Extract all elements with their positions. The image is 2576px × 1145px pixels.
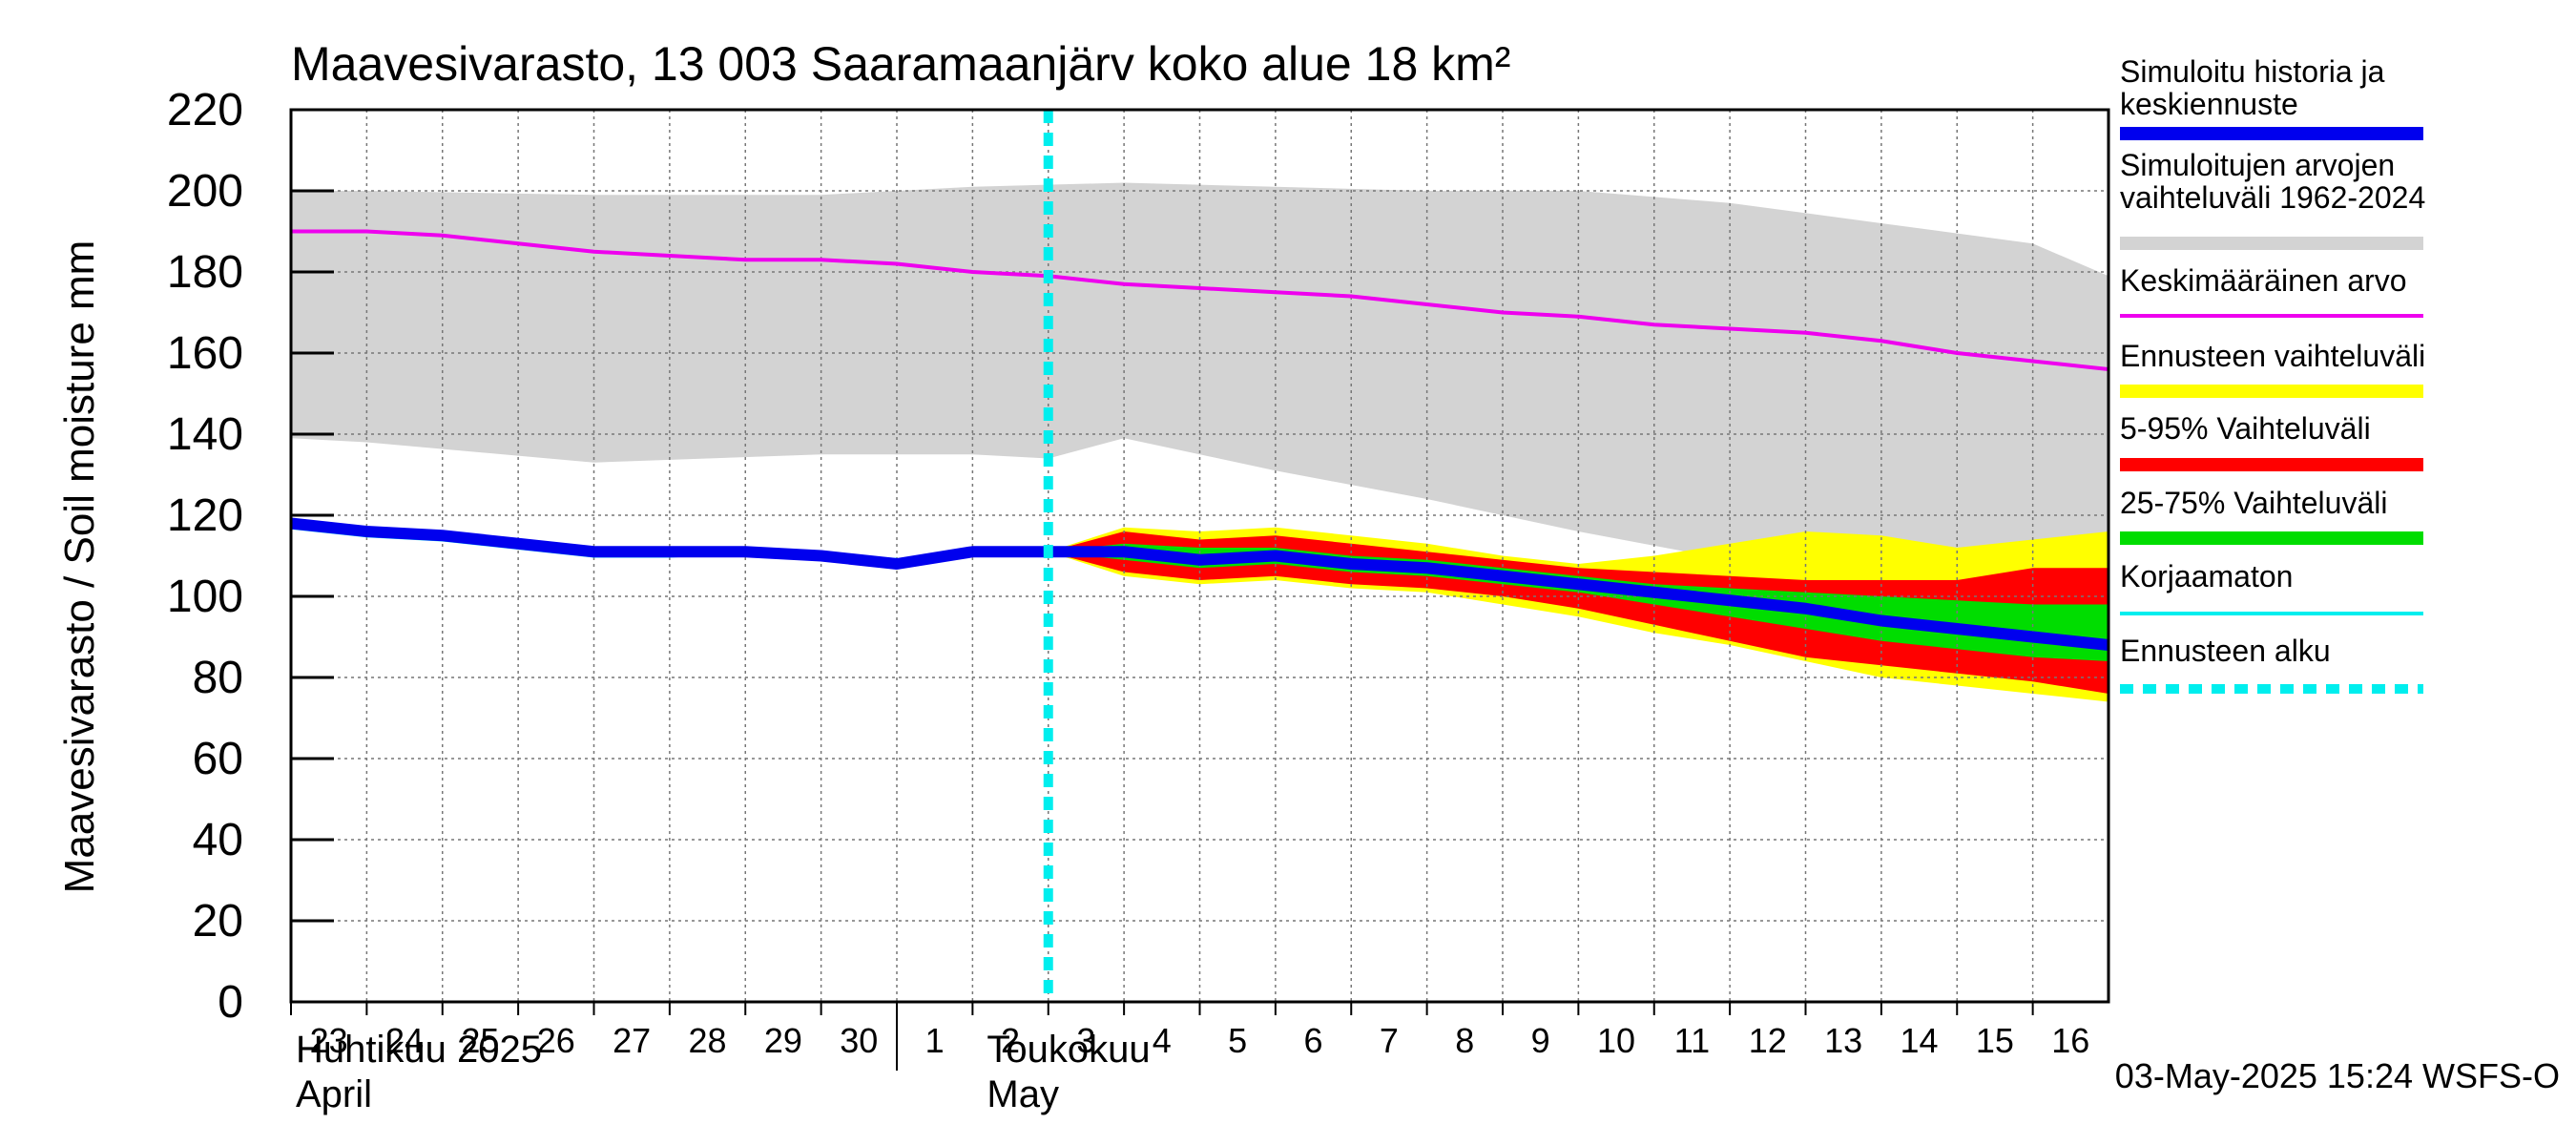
legend-label: Ennusteen vaihteluväli (2120, 339, 2425, 373)
x-tick-label: 3 (1076, 1021, 1095, 1060)
x-tick-label: 1 (925, 1021, 945, 1060)
y-tick-label: 60 (193, 734, 243, 784)
mean-line (291, 229, 2109, 371)
y-tick-label: 160 (167, 328, 243, 379)
x-tick-label: 25 (461, 1021, 499, 1060)
chart-title: Maavesivarasto, 13 003 Saaramaanjärv kok… (291, 37, 1510, 91)
historical-range-band (291, 182, 2109, 580)
y-tick-label: 200 (167, 166, 243, 217)
x-tick-label: 11 (1674, 1021, 1710, 1060)
x-tick-label: 5 (1228, 1021, 1247, 1060)
p5-95-band (1048, 531, 2109, 694)
legend-label: Simuloitu historia ja keskiennuste (2120, 54, 2385, 121)
x-tick-label: 10 (1597, 1021, 1635, 1060)
legend-label-line: vaihteluväli 1962-2024 (2120, 180, 2425, 215)
y-tick-label: 120 (167, 490, 243, 541)
x-tick-label: 12 (1749, 1021, 1787, 1060)
legend-label: 5-95% Vaihteluväli (2120, 411, 2371, 446)
timestamp: 03-May-2025 15:24 WSFS-O (2115, 1056, 2560, 1095)
april-label-fi: Huhtikuu 2025 (296, 1029, 542, 1071)
x-tick-label: 14 (1901, 1021, 1939, 1060)
x-tick-label: 15 (1976, 1021, 2014, 1060)
legend: Simuloitu historia ja keskiennusteSimuloi… (2120, 54, 2425, 694)
x-tick-label: 8 (1455, 1021, 1474, 1060)
x-tick-label: 24 (385, 1021, 424, 1060)
y-tick-label: 140 (167, 409, 243, 460)
x-tick-label: 6 (1304, 1021, 1323, 1060)
legend-label-line: keskiennuste (2120, 87, 2298, 121)
x-tick-label: 29 (764, 1021, 802, 1060)
x-tick-label: 28 (689, 1021, 727, 1060)
legend-label: Keskimääräinen arvo (2120, 263, 2407, 298)
april-label-en: April (296, 1073, 372, 1115)
x-tick-label: 16 (2051, 1021, 2089, 1060)
legend-label: Ennusteen alku (2120, 634, 2331, 668)
x-tick-label: 7 (1380, 1021, 1399, 1060)
x-tick-label: 13 (1824, 1021, 1862, 1060)
x-tick-label: 23 (310, 1021, 348, 1060)
x-tick-label: 26 (537, 1021, 575, 1060)
y-tick-label: 20 (193, 896, 243, 947)
x-tick-label: 30 (840, 1021, 878, 1060)
may-label-en: May (987, 1073, 1059, 1115)
y-tick-label: 80 (193, 653, 243, 703)
legend-label: 25-75% Vaihteluväli (2120, 486, 2387, 520)
x-tick-label: 27 (613, 1021, 651, 1060)
y-axis-label: Maavesivarasto / Soil moisture mm (56, 240, 103, 894)
median-line (290, 517, 2109, 651)
legend-label: Korjaamaton (2120, 559, 2293, 593)
y-tick-label: 100 (167, 572, 243, 622)
y-tick-label: 220 (167, 85, 243, 135)
legend-label-line: Simuloitu historia ja (2120, 54, 2385, 89)
y-tick-label: 0 (218, 977, 243, 1028)
p25-75-band (1048, 543, 2109, 661)
y-tick-label: 40 (193, 815, 243, 865)
x-tick-label: 9 (1531, 1021, 1550, 1060)
x-tick-label: 2 (1001, 1021, 1020, 1060)
legend-label: Simuloitujen arvojen vaihteluväli 1962-20… (2120, 148, 2425, 215)
y-tick-label: 180 (167, 247, 243, 298)
x-tick-label: 4 (1153, 1021, 1172, 1060)
legend-label-line: Simuloitujen arvojen (2120, 148, 2395, 182)
may-label-fi: Toukokuu (987, 1029, 1150, 1071)
